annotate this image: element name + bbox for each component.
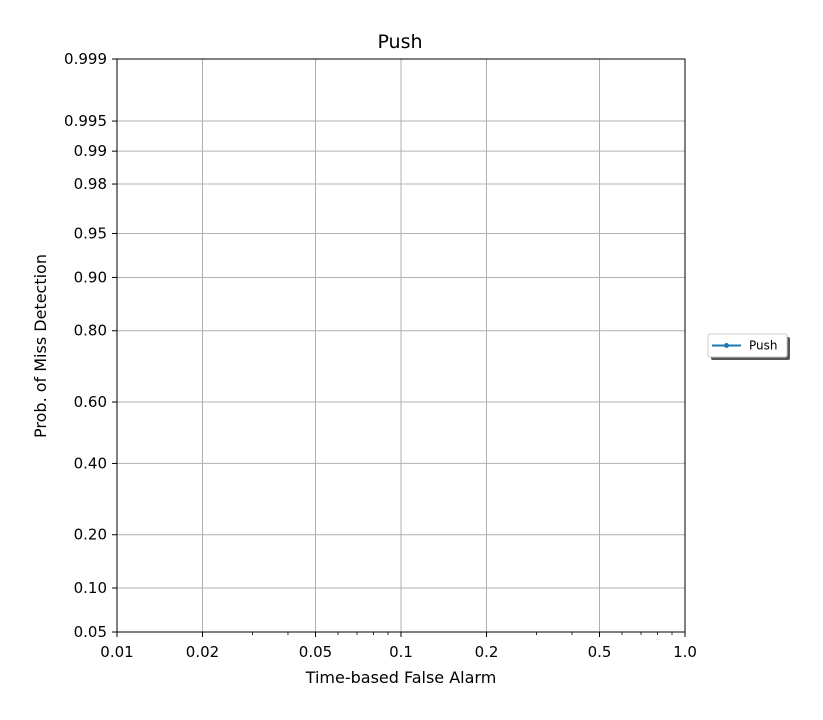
x-tick-label: 0.01 — [100, 643, 133, 661]
x-tick-label: 0.5 — [588, 643, 612, 661]
legend-box — [707, 333, 788, 358]
y-tick-label: 0.05 — [74, 623, 107, 641]
y-tick-label: 0.99 — [74, 142, 107, 160]
x-tick-label: 0.05 — [299, 643, 332, 661]
x-axis-ticks: 0.01 0.02 0.05 0.1 0.2 0.5 1.0 — [100, 632, 697, 661]
grid-lines — [116, 58, 686, 633]
y-tick-label: 0.95 — [74, 224, 107, 242]
y-tick-label: 0.60 — [74, 393, 107, 411]
y-tick-label: 0.40 — [74, 454, 107, 472]
chart-title: Push — [377, 31, 422, 53]
x-tick-label: 0.02 — [186, 643, 219, 661]
x-tick-label: 0.2 — [475, 643, 499, 661]
legend-marker — [724, 343, 729, 348]
y-tick-label: 0.80 — [74, 322, 107, 340]
y-tick-label: 0.999 — [64, 50, 107, 68]
y-tick-label: 0.90 — [74, 268, 107, 286]
x-tick-label: 0.1 — [389, 643, 413, 661]
y-axis-label: Prob. of Miss Detection — [31, 254, 50, 438]
x-axis-label: Time-based False Alarm — [305, 668, 497, 687]
y-tick-label: 0.20 — [74, 526, 107, 544]
legend: Push — [707, 333, 790, 360]
y-tick-label: 0.98 — [74, 175, 107, 193]
x-tick-label: 1.0 — [673, 643, 697, 661]
y-tick-label: 0.995 — [64, 112, 107, 130]
y-tick-label: 0.10 — [74, 579, 107, 597]
legend-label: Push — [749, 339, 778, 353]
y-axis-ticks: 0.05 0.10 0.20 0.40 0.60 0.80 0.90 0.95 0.98 0.99… — [64, 50, 117, 641]
